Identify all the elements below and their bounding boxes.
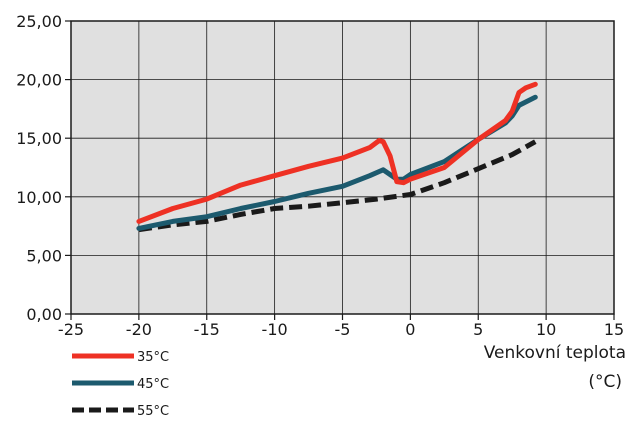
- y-tick-label: 25,00: [16, 12, 62, 31]
- x-tick-label: -20: [126, 320, 152, 339]
- grid-lines: [71, 21, 614, 314]
- y-tick-label: 10,00: [16, 188, 62, 207]
- x-tick-label: 0: [405, 320, 415, 339]
- x-axis-title-line1: Venkovní teplota: [484, 343, 626, 363]
- y-tick-label: 20,00: [16, 71, 62, 90]
- x-tick-label: 5: [473, 320, 483, 339]
- x-tick-label: -10: [262, 320, 288, 339]
- series-line-55C: [138, 139, 537, 233]
- y-tick-label: 15,00: [16, 129, 62, 148]
- legend: 35°C 45°C 55°C: [72, 350, 169, 419]
- x-tick-label: 15: [604, 320, 624, 339]
- legend-label: 45°C: [137, 377, 169, 392]
- y-tick-label: 0,00: [26, 305, 62, 324]
- x-tick-label: 10: [536, 320, 556, 339]
- tick-labels: -25 -20 -15 -10 -5 0 5 10 15 0,00 5,00 10,00 15,00 20…: [16, 12, 624, 339]
- series-line-35C: [136, 81, 538, 224]
- series-lines: [136, 81, 538, 233]
- x-tick-label: -15: [194, 320, 220, 339]
- x-axis-title-line2: (°C): [588, 372, 622, 392]
- y-tick-label: 5,00: [26, 246, 62, 265]
- legend-label: 35°C: [137, 350, 169, 365]
- x-tick-label: -25: [58, 320, 84, 339]
- x-tick-label: -5: [335, 320, 351, 339]
- legend-label: 55°C: [137, 404, 169, 419]
